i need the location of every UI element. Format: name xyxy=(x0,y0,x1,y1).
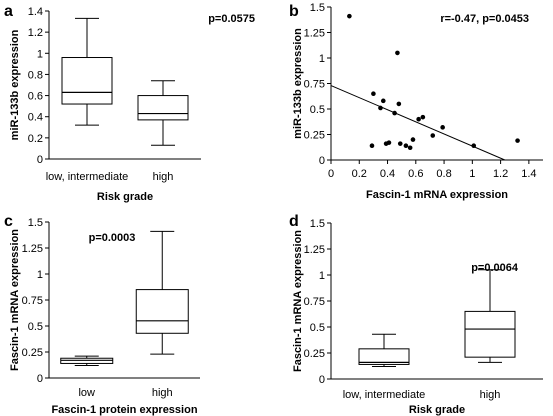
panel-a-y-tick-label: 0.8 xyxy=(28,69,43,81)
panel-c-y-tick-label: 0.5 xyxy=(28,321,43,333)
panel-c: c 0 0.25 0.5 0.75 1 1.25 1.5 Fascin-1 mRNA expre… xyxy=(4,213,200,416)
panel-a-y-axis-title: miR-133b expression xyxy=(9,29,21,140)
panel-d-y-tick-label: 1 xyxy=(319,270,325,282)
panel-a-x-axis-title: Risk grade xyxy=(97,191,153,203)
panel-d-x-axis-title: Risk grade xyxy=(409,404,465,416)
panel-b-data-point xyxy=(392,110,397,116)
panel-c-category-label: low xyxy=(78,387,95,399)
panel-b-data-point xyxy=(386,140,392,145)
panel-b-x-tick-label: 1.4 xyxy=(521,168,536,180)
panel-a-y-tick-label: 1.2 xyxy=(28,27,43,39)
panel-b-data-point xyxy=(378,105,383,111)
panel-d-y-axis-title: Fascin-1 mRNA expression xyxy=(292,230,304,372)
panel-b-data-point xyxy=(397,141,403,146)
panel-c-y-tick-label: 1 xyxy=(37,269,43,281)
panel-c-y-axis-title: Fascin-1 mRNA expression xyxy=(9,229,21,371)
panel-b-data-point xyxy=(410,137,416,142)
panel-a-y-tick-label: 0.2 xyxy=(28,133,43,145)
panel-c-category-label: high xyxy=(152,387,173,399)
panel-b-y-tick-label: 0.75 xyxy=(304,79,325,91)
panel-b-y-tick-label: 1.25 xyxy=(304,28,325,40)
panel-b-data-point xyxy=(371,91,376,96)
panel-b: b 0 0.25 0.5 0.75 1 1.25 1.5 miR-133b expression… xyxy=(289,2,543,201)
panel-b-regression-line xyxy=(330,85,506,161)
panel-a-annotation: p=0.0575 xyxy=(208,13,255,25)
panel-b-y-tick-label: 0.25 xyxy=(304,130,325,142)
panel-b-data-point xyxy=(380,98,386,104)
panel-b-data-point xyxy=(396,101,402,107)
panel-b-data-point xyxy=(430,133,436,138)
panel-d-y-tick-label: 0.75 xyxy=(304,296,325,308)
panel-b-data-point xyxy=(515,138,520,143)
panel-d-box-1 xyxy=(358,333,410,368)
panel-a-iqr-box xyxy=(61,57,113,105)
panel-d-y-tick-label: 1.5 xyxy=(310,218,325,230)
panel-d-y-tick-label: 0.25 xyxy=(304,348,325,360)
panel-d: d 0 0.25 0.5 0.75 1 1.25 1.5 Fascin-1 mRNA expre… xyxy=(289,213,543,416)
panel-b-data-point xyxy=(440,125,445,130)
panel-c-iqr-box xyxy=(135,289,189,334)
panel-d-category-label: low, intermediate xyxy=(343,389,426,401)
panel-a-category-label: low, intermediate xyxy=(46,171,129,183)
panel-b-data-point xyxy=(407,145,413,151)
panel-b-letter: b xyxy=(289,3,299,20)
panel-d-category-label: high xyxy=(480,389,501,401)
panel-c-annotation: p=0.0003 xyxy=(89,232,136,244)
panel-d-iqr-box xyxy=(358,348,410,365)
panel-c-x-axis-title: Fascin-1 protein expression xyxy=(51,404,197,416)
panel-a-y-tick-label: 0.6 xyxy=(28,91,43,103)
panel-b-annotation: r=-0.47, p=0.0453 xyxy=(440,13,529,25)
panel-a: a 0 0.2 0.4 0.6 0.8 1 1.2 1.4 miR-133b expression… xyxy=(4,3,255,203)
panel-a-letter: a xyxy=(4,3,13,20)
panel-b-data-point xyxy=(420,114,426,120)
panel-b-x-tick-label: 1 xyxy=(469,168,475,180)
panel-b-data-point xyxy=(395,50,400,56)
panel-a-category-label: high xyxy=(153,171,174,183)
panel-b-y-tick-label: 1 xyxy=(319,53,325,65)
panel-d-annotation: p=0.0064 xyxy=(471,262,519,274)
panel-b-y-tick-label: 0.5 xyxy=(310,104,325,116)
panel-a-box-1 xyxy=(61,17,113,126)
panel-b-y-tick-label: 1.5 xyxy=(310,2,325,14)
panel-d-y-tick-label: 1.25 xyxy=(304,244,325,256)
panel-d-y-tick-label: 0.5 xyxy=(310,322,325,334)
panel-c-y-tick-label: 1.5 xyxy=(28,217,43,229)
panel-b-y-axis-title: miR-133b expression xyxy=(292,28,304,139)
panel-b-x-tick-label: 1.2 xyxy=(493,168,508,180)
panel-b-data-point xyxy=(347,13,352,19)
panel-b-x-tick-label: 0.4 xyxy=(380,168,395,180)
panel-c-box-1 xyxy=(60,355,114,367)
panel-b-data-point xyxy=(416,116,421,122)
panel-b-data-point xyxy=(471,143,477,149)
panel-c-y-tick-label: 0.75 xyxy=(22,295,43,307)
panel-a-y-tick-label: 1 xyxy=(37,48,43,60)
panel-b-y-tick-label: 0 xyxy=(319,155,325,167)
panel-b-data-point xyxy=(403,143,409,149)
panel-b-x-tick-label: 0 xyxy=(328,168,334,180)
panel-d-letter: d xyxy=(289,213,299,230)
panel-a-box-2 xyxy=(137,80,189,146)
panel-b-x-tick-label: 0.2 xyxy=(352,168,367,180)
panel-a-y-tick-label: 1.4 xyxy=(28,6,43,18)
panel-a-y-tick-label: 0 xyxy=(37,154,43,166)
panel-a-iqr-box xyxy=(137,95,189,121)
panel-c-y-tick-label: 0 xyxy=(37,373,43,385)
panel-b-x-tick-label: 0.8 xyxy=(436,168,451,180)
panel-b-data-point xyxy=(369,143,375,149)
panel-b-x-tick-label: 0.6 xyxy=(408,168,423,180)
panel-d-y-tick-label: 0 xyxy=(319,374,325,386)
panel-c-letter: c xyxy=(4,213,13,230)
panel-b-x-axis-title: Fascin-1 mRNA expression xyxy=(366,189,508,201)
panel-d-iqr-box xyxy=(464,310,516,358)
panel-c-box-2 xyxy=(135,230,189,355)
panel-a-y-tick-label: 0.4 xyxy=(28,112,43,124)
panel-d-box-2 xyxy=(464,269,516,363)
panel-c-y-tick-label: 0.25 xyxy=(22,347,43,359)
panel-c-y-tick-label: 1.25 xyxy=(22,243,43,255)
